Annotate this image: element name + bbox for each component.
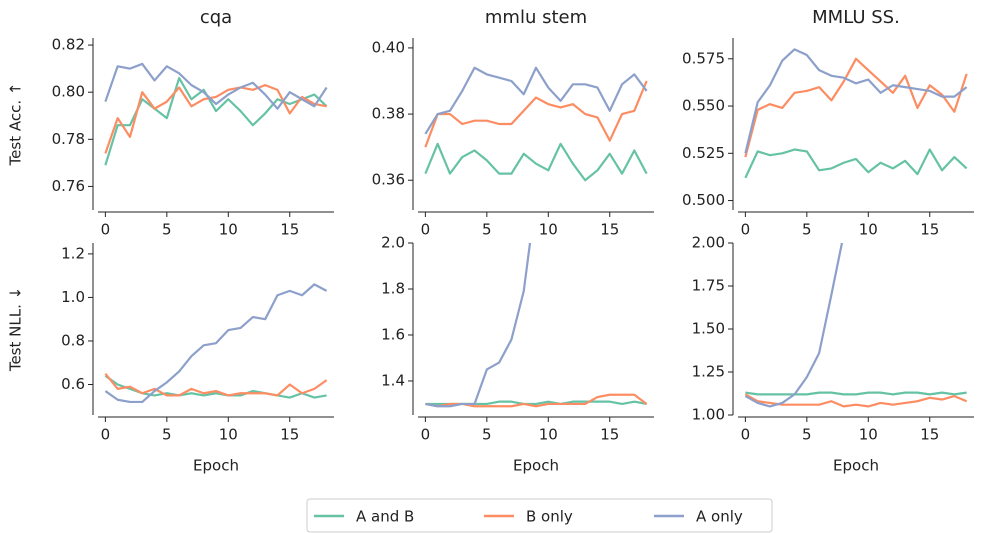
x-tick-label: 0 (101, 221, 111, 239)
y-tick-label: 1.4 (381, 371, 405, 389)
y-tick-label: 1.75 (692, 277, 725, 295)
y-axis-label: Test Acc. ↑ (7, 83, 25, 167)
y-tick-label: 0.525 (682, 144, 725, 162)
x-tick-label: 5 (162, 426, 172, 444)
series-line (745, 391, 967, 396)
series-line (104, 84, 327, 154)
y-tick-label: 0.8 (61, 331, 85, 349)
x-tick-label: 15 (920, 426, 939, 444)
x-tick-label: 5 (482, 221, 492, 239)
y-tick-label: 0.40 (372, 38, 405, 56)
x-tick-label: 5 (802, 426, 812, 444)
series-line (744, 148, 968, 179)
series-line (744, 48, 968, 154)
x-tick-label: 10 (539, 221, 558, 239)
y-tick-label: 0.500 (682, 191, 725, 209)
y-tick-label: 0.36 (372, 171, 405, 189)
y-tick-label: 0.78 (52, 130, 85, 148)
x-axis-label: Epoch (833, 457, 879, 475)
x-tick-label: 15 (920, 221, 939, 239)
x-tick-label: 0 (421, 221, 431, 239)
x-axis-label: Epoch (193, 457, 239, 475)
series-line (104, 283, 328, 404)
series-line (424, 80, 648, 148)
series-line (744, 243, 844, 408)
y-tick-label: 2.00 (692, 234, 725, 252)
x-axis-label: Epoch (513, 457, 559, 475)
x-tick-label: 0 (741, 221, 751, 239)
legend-label: A only (696, 508, 743, 526)
y-tick-label: 0.550 (682, 97, 725, 115)
y-tick-label: 1.0 (61, 288, 85, 306)
series-line (424, 142, 648, 182)
series-line (744, 393, 968, 408)
series-line (104, 372, 328, 397)
y-tick-label: 0.82 (52, 36, 85, 54)
y-tick-label: 2.0 (381, 234, 405, 252)
x-tick-label: 10 (859, 426, 878, 444)
x-tick-label: 15 (600, 426, 619, 444)
x-tick-label: 15 (600, 221, 619, 239)
x-tick-label: 5 (482, 426, 492, 444)
y-tick-label: 0.76 (52, 177, 85, 195)
x-tick-label: 15 (280, 426, 299, 444)
x-tick-label: 0 (741, 426, 751, 444)
legend-box (306, 498, 773, 533)
series-line (104, 76, 328, 166)
legend-label: A and B (356, 508, 414, 526)
x-tick-label: 10 (859, 221, 878, 239)
y-tick-label: 0.80 (52, 83, 85, 101)
series-line (425, 243, 532, 408)
y-tick-label: 1.2 (61, 244, 85, 262)
y-tick-label: 1.8 (381, 279, 405, 297)
y-tick-label: 1.25 (692, 363, 725, 381)
x-tick-label: 10 (219, 426, 238, 444)
y-tick-label: 0.38 (372, 105, 405, 123)
x-tick-label: 0 (421, 426, 431, 444)
x-tick-label: 5 (162, 221, 172, 239)
x-tick-label: 10 (539, 426, 558, 444)
subplot-title: mmlu stem (485, 7, 587, 28)
subplot-title: MMLU SS. (812, 7, 900, 28)
series-line (744, 57, 968, 158)
x-tick-label: 15 (280, 221, 299, 239)
y-tick-label: 0.575 (682, 49, 725, 67)
y-tick-label: 1.00 (692, 406, 725, 424)
y-axis-label: Test NLL. ↓ (7, 287, 25, 372)
x-tick-label: 5 (802, 221, 812, 239)
x-tick-label: 10 (219, 221, 238, 239)
series-line (424, 66, 648, 135)
legend-label: B only (526, 508, 573, 526)
subplot-title: cqa (200, 7, 232, 28)
series-line (104, 62, 328, 110)
y-tick-label: 1.6 (381, 325, 405, 343)
y-tick-label: 0.6 (61, 375, 85, 393)
x-tick-label: 0 (101, 426, 111, 444)
y-tick-label: 1.50 (692, 320, 725, 338)
